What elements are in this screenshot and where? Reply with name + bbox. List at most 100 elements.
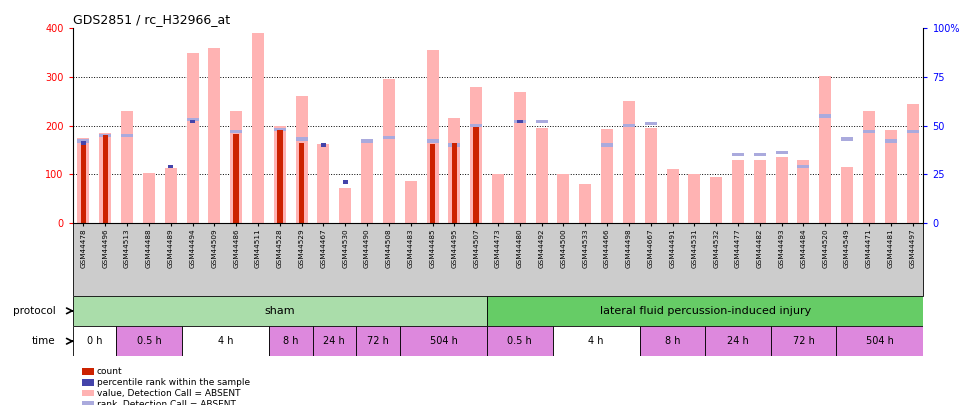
Bar — [399, 326, 487, 356]
Bar — [426, 50, 439, 223]
Bar — [557, 174, 570, 223]
Bar — [536, 120, 547, 124]
Bar — [233, 134, 239, 223]
Bar — [601, 129, 613, 223]
Bar — [841, 167, 853, 223]
Text: 0.5 h: 0.5 h — [508, 336, 532, 346]
Text: 4 h: 4 h — [218, 336, 233, 346]
Bar — [252, 33, 264, 223]
Text: GDS2851 / rc_H32966_at: GDS2851 / rc_H32966_at — [73, 13, 229, 26]
Bar — [754, 160, 766, 223]
Bar — [552, 326, 640, 356]
Bar — [383, 79, 395, 223]
Text: value, Detection Call = ABSENT: value, Detection Call = ABSENT — [97, 389, 240, 398]
Bar — [863, 130, 875, 133]
Bar — [640, 326, 705, 356]
Bar — [187, 118, 198, 122]
Bar — [517, 120, 522, 124]
Bar — [536, 128, 547, 223]
Text: count: count — [97, 367, 122, 376]
Bar — [116, 326, 182, 356]
Text: 24 h: 24 h — [727, 336, 748, 346]
Bar — [121, 111, 133, 223]
Bar — [269, 326, 312, 356]
Bar — [121, 134, 133, 137]
Bar — [299, 143, 305, 223]
Bar — [77, 138, 89, 223]
Bar — [836, 326, 923, 356]
Bar — [579, 184, 591, 223]
Bar — [798, 165, 809, 168]
Bar — [487, 326, 552, 356]
Bar — [296, 96, 308, 223]
Bar — [103, 135, 108, 223]
Text: 4 h: 4 h — [589, 336, 604, 346]
Text: 8 h: 8 h — [283, 336, 299, 346]
Bar — [885, 130, 896, 223]
Bar — [776, 157, 788, 223]
Bar — [452, 143, 457, 223]
Text: percentile rank within the sample: percentile rank within the sample — [97, 378, 249, 387]
Bar — [798, 160, 809, 223]
Bar — [361, 139, 373, 143]
Bar — [645, 122, 657, 125]
Bar — [187, 53, 198, 223]
Bar — [230, 130, 242, 133]
Bar — [819, 114, 832, 117]
Bar — [296, 137, 308, 141]
Text: lateral fluid percussion-induced injury: lateral fluid percussion-induced injury — [600, 306, 811, 316]
Bar — [278, 130, 282, 223]
Text: protocol: protocol — [13, 306, 55, 316]
Bar — [623, 124, 635, 127]
Bar — [776, 151, 788, 154]
Bar — [356, 326, 399, 356]
Bar — [666, 169, 679, 223]
Bar — [732, 160, 744, 223]
Bar — [274, 126, 286, 223]
Bar — [885, 139, 896, 143]
Bar — [429, 144, 435, 223]
Text: sham: sham — [265, 306, 295, 316]
Bar — [361, 141, 373, 223]
Bar — [77, 139, 89, 143]
Bar — [487, 296, 923, 326]
Text: rank, Detection Call = ABSENT: rank, Detection Call = ABSENT — [97, 400, 236, 405]
Bar — [710, 177, 722, 223]
Bar — [73, 326, 116, 356]
Text: 504 h: 504 h — [429, 336, 457, 346]
Bar — [164, 168, 177, 223]
Bar — [907, 130, 919, 133]
Bar — [274, 128, 286, 131]
Text: 504 h: 504 h — [865, 336, 894, 346]
Bar — [841, 137, 853, 141]
Bar — [317, 143, 330, 223]
Bar — [470, 87, 483, 223]
Bar — [819, 76, 832, 223]
Bar — [732, 153, 744, 156]
Bar — [339, 188, 351, 223]
Text: 72 h: 72 h — [793, 336, 814, 346]
Bar — [754, 153, 766, 156]
Bar — [208, 48, 220, 223]
Bar — [470, 124, 483, 127]
Bar — [601, 143, 613, 147]
Bar — [474, 126, 479, 223]
Bar — [80, 143, 86, 223]
Bar — [863, 111, 875, 223]
Bar — [771, 326, 836, 356]
Bar — [182, 326, 269, 356]
Bar — [143, 173, 155, 223]
Bar — [100, 133, 111, 223]
Text: 0 h: 0 h — [87, 336, 103, 346]
Bar — [705, 326, 771, 356]
Bar — [100, 134, 111, 137]
Text: 72 h: 72 h — [367, 336, 389, 346]
Bar — [689, 174, 700, 223]
Bar — [623, 101, 635, 223]
Bar — [449, 143, 460, 147]
Text: 24 h: 24 h — [324, 336, 345, 346]
Text: 8 h: 8 h — [664, 336, 681, 346]
Bar — [492, 174, 504, 223]
Text: 0.5 h: 0.5 h — [136, 336, 161, 346]
Bar — [449, 118, 460, 223]
